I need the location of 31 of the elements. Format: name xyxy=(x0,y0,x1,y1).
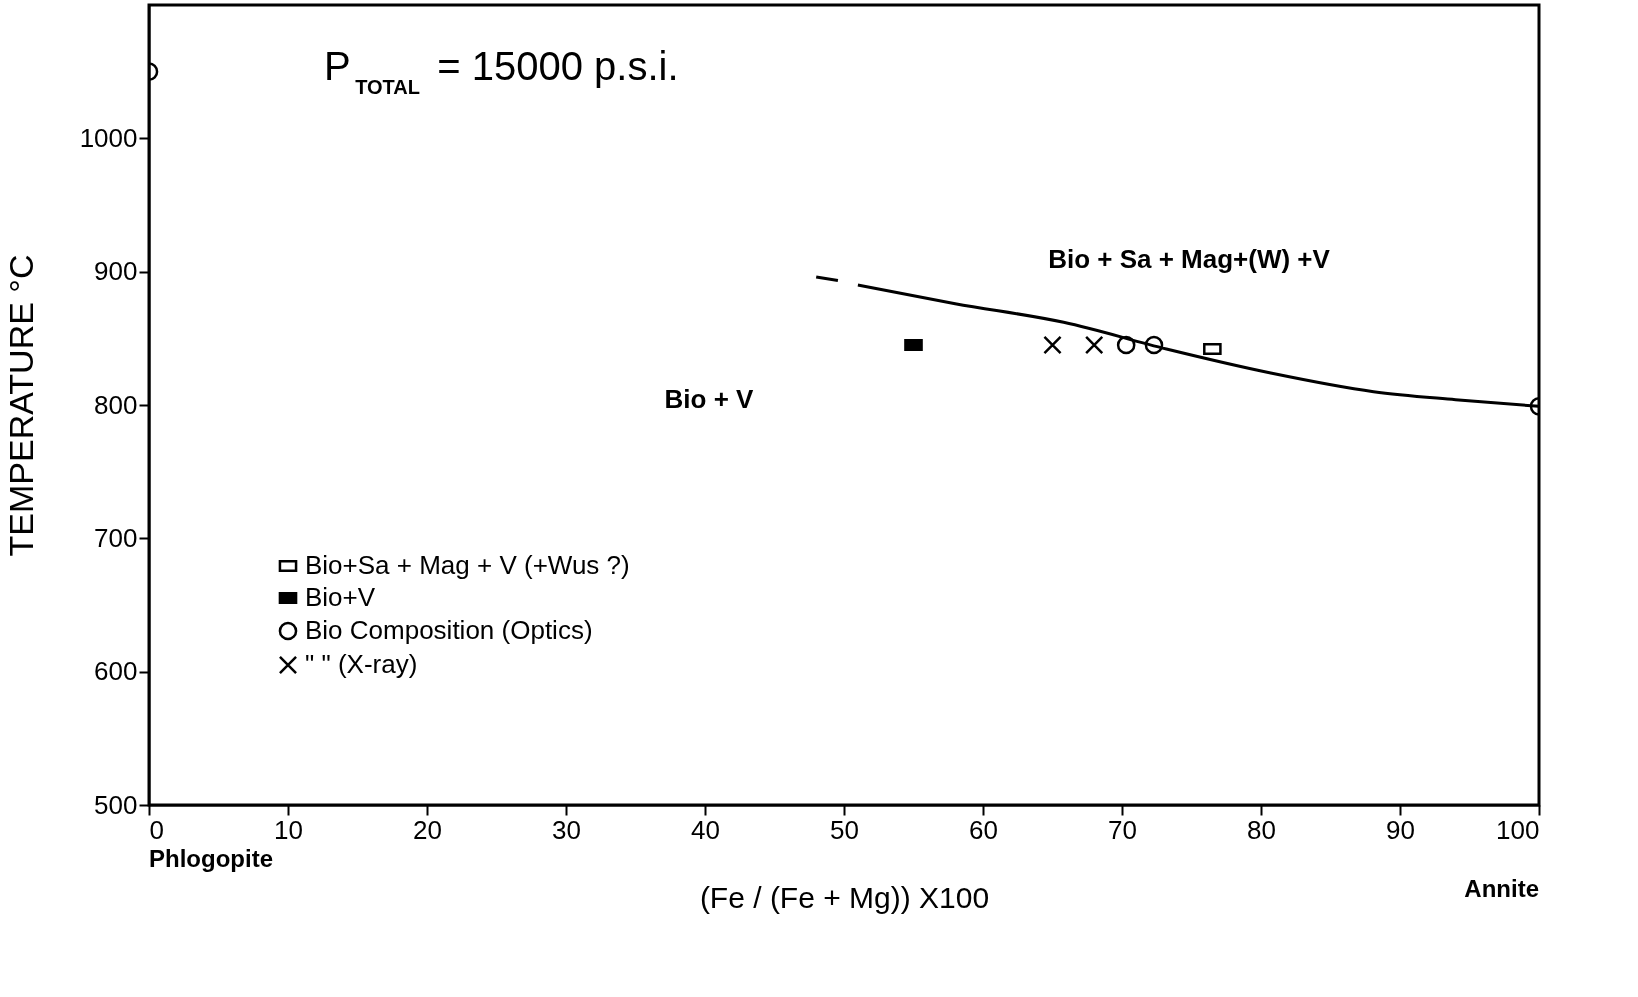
legend-label: " " (X-ray) xyxy=(305,649,418,679)
x-tick-label: 70 xyxy=(1108,814,1137,845)
text: Phlogopite xyxy=(149,845,273,872)
y-axis-title: TEMPERATURE °C xyxy=(1,254,40,557)
text: Annite xyxy=(1464,875,1539,902)
x-tick-label: 90 xyxy=(1386,814,1415,845)
legend-label: Bio Composition (Optics) xyxy=(305,615,593,645)
x-tick-label: 20 xyxy=(413,814,442,845)
x-axis-title: (Fe / (Fe + Mg)) X100 xyxy=(699,880,990,914)
x-tick-label: 30 xyxy=(552,814,581,845)
legend-label: Bio+V xyxy=(305,582,376,612)
x-tick-label: 0 xyxy=(149,814,164,845)
x-tick-label: 60 xyxy=(969,814,998,845)
y-tick-label: 600 xyxy=(94,656,138,687)
annotation: Bio + Sa + Mag+(W) +V xyxy=(1048,244,1331,274)
point xyxy=(1203,342,1222,356)
y-tick-label: 900 xyxy=(94,256,138,287)
x-tick-label: 80 xyxy=(1247,814,1276,845)
x-tick-label: 100 xyxy=(1496,814,1540,845)
legend-label: Bio+Sa + Mag + V (+Wus ?) xyxy=(305,550,630,580)
y-tick-label: 800 xyxy=(94,389,138,420)
y-tick-label: 700 xyxy=(94,522,138,553)
x-tick-label: 10 xyxy=(274,814,303,845)
y-tick-label: 500 xyxy=(94,789,138,820)
point xyxy=(1043,335,1062,355)
x-tick-label: 40 xyxy=(691,814,720,845)
point xyxy=(1084,335,1104,355)
annotation: Bio + V xyxy=(664,384,755,414)
point xyxy=(904,338,923,352)
x-tick-label: 50 xyxy=(830,814,859,845)
y-tick-label: 1000 xyxy=(79,122,138,153)
